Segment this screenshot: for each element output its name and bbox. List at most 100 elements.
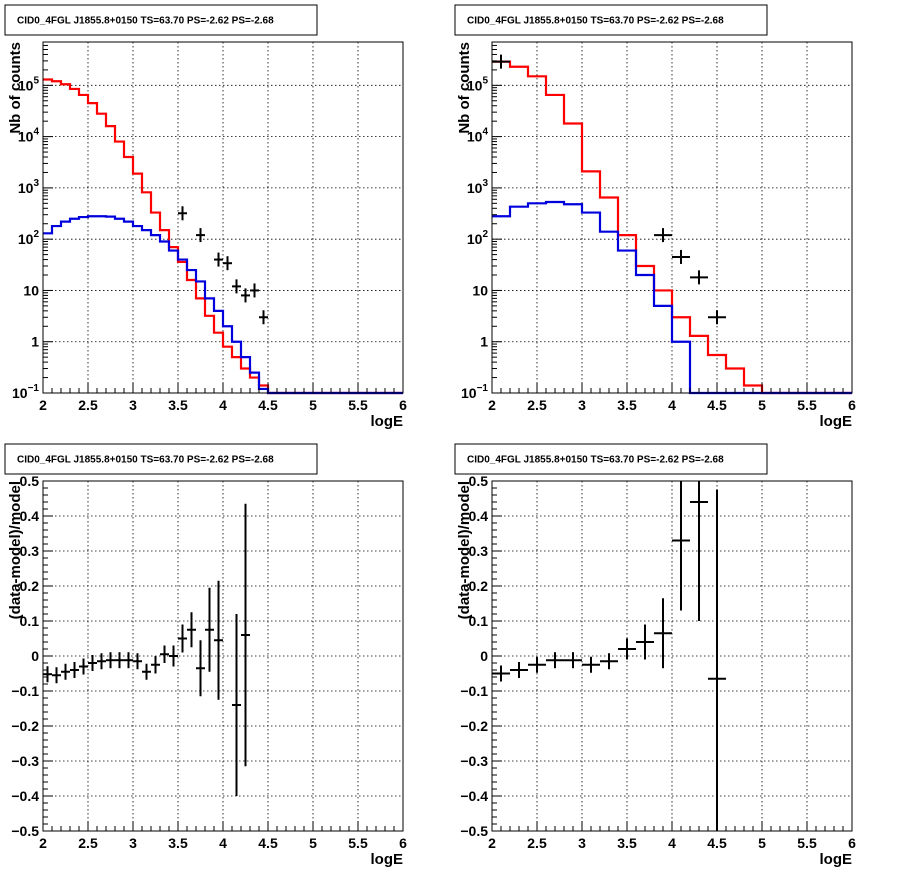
title-box <box>454 443 768 475</box>
residual-point <box>79 658 88 675</box>
x-tick-label: 6 <box>399 835 407 851</box>
residual-point <box>232 614 241 796</box>
x-axis-label: logE <box>820 851 853 868</box>
title-box <box>4 443 318 475</box>
y-tick-label: −0.1 <box>11 683 39 699</box>
y-tick-label: 105 <box>18 75 40 93</box>
y-tick-label: 1 <box>31 334 39 350</box>
x-tick-label: 3 <box>578 397 586 413</box>
x-tick-label: 3 <box>129 397 137 413</box>
panel-bottom-right: 2 2.5 3 3.5 4 4.5 5 5.5 6 −0.5 −0.4 −0.3 −0.2 −0.1 0 0.… <box>454 443 856 868</box>
y-tick-label: 10 <box>23 282 39 298</box>
grid-lines <box>43 481 403 831</box>
residual-point <box>43 666 52 683</box>
data-point <box>214 252 223 267</box>
y-axis-label: (data-model)/model <box>456 481 473 619</box>
y-tick-label: 0.4 <box>20 508 40 524</box>
data-point <box>690 270 708 285</box>
y-tick-label: 104 <box>18 127 40 145</box>
y-tick-label: 0.3 <box>469 543 489 559</box>
x-axis-label: logE <box>371 851 404 868</box>
data-point <box>654 228 672 243</box>
residual-point <box>205 587 214 672</box>
residual-point <box>169 645 178 667</box>
x-axis-label: logE <box>371 413 404 430</box>
x-tick-label: 2 <box>488 835 496 851</box>
panel-top-right: 2 2.5 3 3.5 4 4.5 5 5.5 6 10−1 1 10 102 103 104 105 logE… <box>454 4 856 430</box>
x-tick-label: 3.5 <box>617 397 637 413</box>
x-tick-label: 4.5 <box>258 397 278 413</box>
data-point <box>708 310 726 325</box>
panel-bottom-left: 2 2.5 3 3.5 4 4.5 5 5.5 6 −0.5 −0.4 −0.3 −0.2 −0.1 0 0.… <box>4 443 407 868</box>
residual-point <box>133 653 142 670</box>
y-tick-label: −0.1 <box>460 683 488 699</box>
x-tick-label: 4.5 <box>258 835 278 851</box>
x-tick-label: 2.5 <box>527 397 547 413</box>
chart-title: CID0_4FGL J1855.8+0150 TS=63.70 PS=-2.62… <box>467 455 724 466</box>
x-tick-label: 6 <box>399 397 407 413</box>
grid-lines <box>492 42 852 393</box>
data-point <box>250 283 259 298</box>
y-tick-label: −0.4 <box>11 788 39 804</box>
y-tick-label: 0.5 <box>469 473 489 489</box>
residual-point <box>241 503 250 767</box>
data-point <box>232 279 241 294</box>
residual-point <box>61 663 70 680</box>
y-tick-label: 102 <box>467 229 489 247</box>
data-point <box>492 54 510 69</box>
y-tick-label: 102 <box>18 229 40 247</box>
chart-title: CID0_4FGL J1855.8+0150 TS=63.70 PS=-2.62… <box>17 16 274 27</box>
data-point <box>259 310 268 325</box>
residual-point <box>690 481 708 621</box>
plot-frame <box>42 41 404 394</box>
y-tick-label: 105 <box>467 75 489 93</box>
x-axis-label: logE <box>820 413 853 430</box>
residual-point <box>178 624 187 653</box>
x-tick-label: 2 <box>39 835 47 851</box>
y-tick-label: −0.5 <box>460 823 488 839</box>
plot-frame <box>491 480 853 832</box>
y-tick-label: 1 <box>480 334 488 350</box>
residual-point <box>654 598 672 669</box>
residual-point <box>196 640 205 697</box>
y-tick-label: 0 <box>480 648 488 664</box>
x-tick-label: 5.5 <box>348 835 368 851</box>
y-tick-label: 10−1 <box>12 383 39 401</box>
x-tick-label: 4 <box>219 397 227 413</box>
x-tick-label: 6 <box>848 397 856 413</box>
y-tick-label: 0.1 <box>20 613 40 629</box>
x-tick-label: 4 <box>668 835 676 851</box>
y-tick-label: 104 <box>467 127 489 145</box>
plot-area <box>492 54 852 395</box>
residual-point <box>582 656 600 673</box>
plot-frame <box>42 480 404 832</box>
residual-point <box>708 489 726 831</box>
residual-point <box>564 652 582 669</box>
y-tick-label: 0.4 <box>469 508 489 524</box>
x-tick-label: 5 <box>758 835 766 851</box>
residual-point <box>636 624 654 660</box>
residual-point <box>618 638 636 660</box>
x-tick-label: 6 <box>848 835 856 851</box>
residual-point <box>88 655 97 671</box>
y-tick-label: −0.5 <box>11 823 39 839</box>
x-tick-label: 4 <box>219 835 227 851</box>
residual-point <box>510 662 528 678</box>
x-tick-label: 4.5 <box>707 397 727 413</box>
residual-point <box>106 652 115 669</box>
x-tick-label: 2.5 <box>527 835 547 851</box>
data-point <box>178 206 187 221</box>
x-tick-label: 5.5 <box>797 397 817 413</box>
x-tick-label: 5.5 <box>348 397 368 413</box>
residual-point <box>600 653 618 670</box>
residual-point <box>52 667 61 684</box>
residual-point <box>160 645 169 663</box>
residual-point <box>214 580 223 700</box>
residual-point <box>528 656 546 673</box>
x-tick-label: 3 <box>129 835 137 851</box>
y-tick-label: −0.2 <box>11 718 39 734</box>
panel-top-left: 2 2.5 3 3.5 4 4.5 5 5.5 6 10−1 1 10 102 103 104 105 logE… <box>4 4 407 430</box>
residual-point <box>124 652 133 669</box>
y-tick-label: −0.4 <box>460 788 488 804</box>
